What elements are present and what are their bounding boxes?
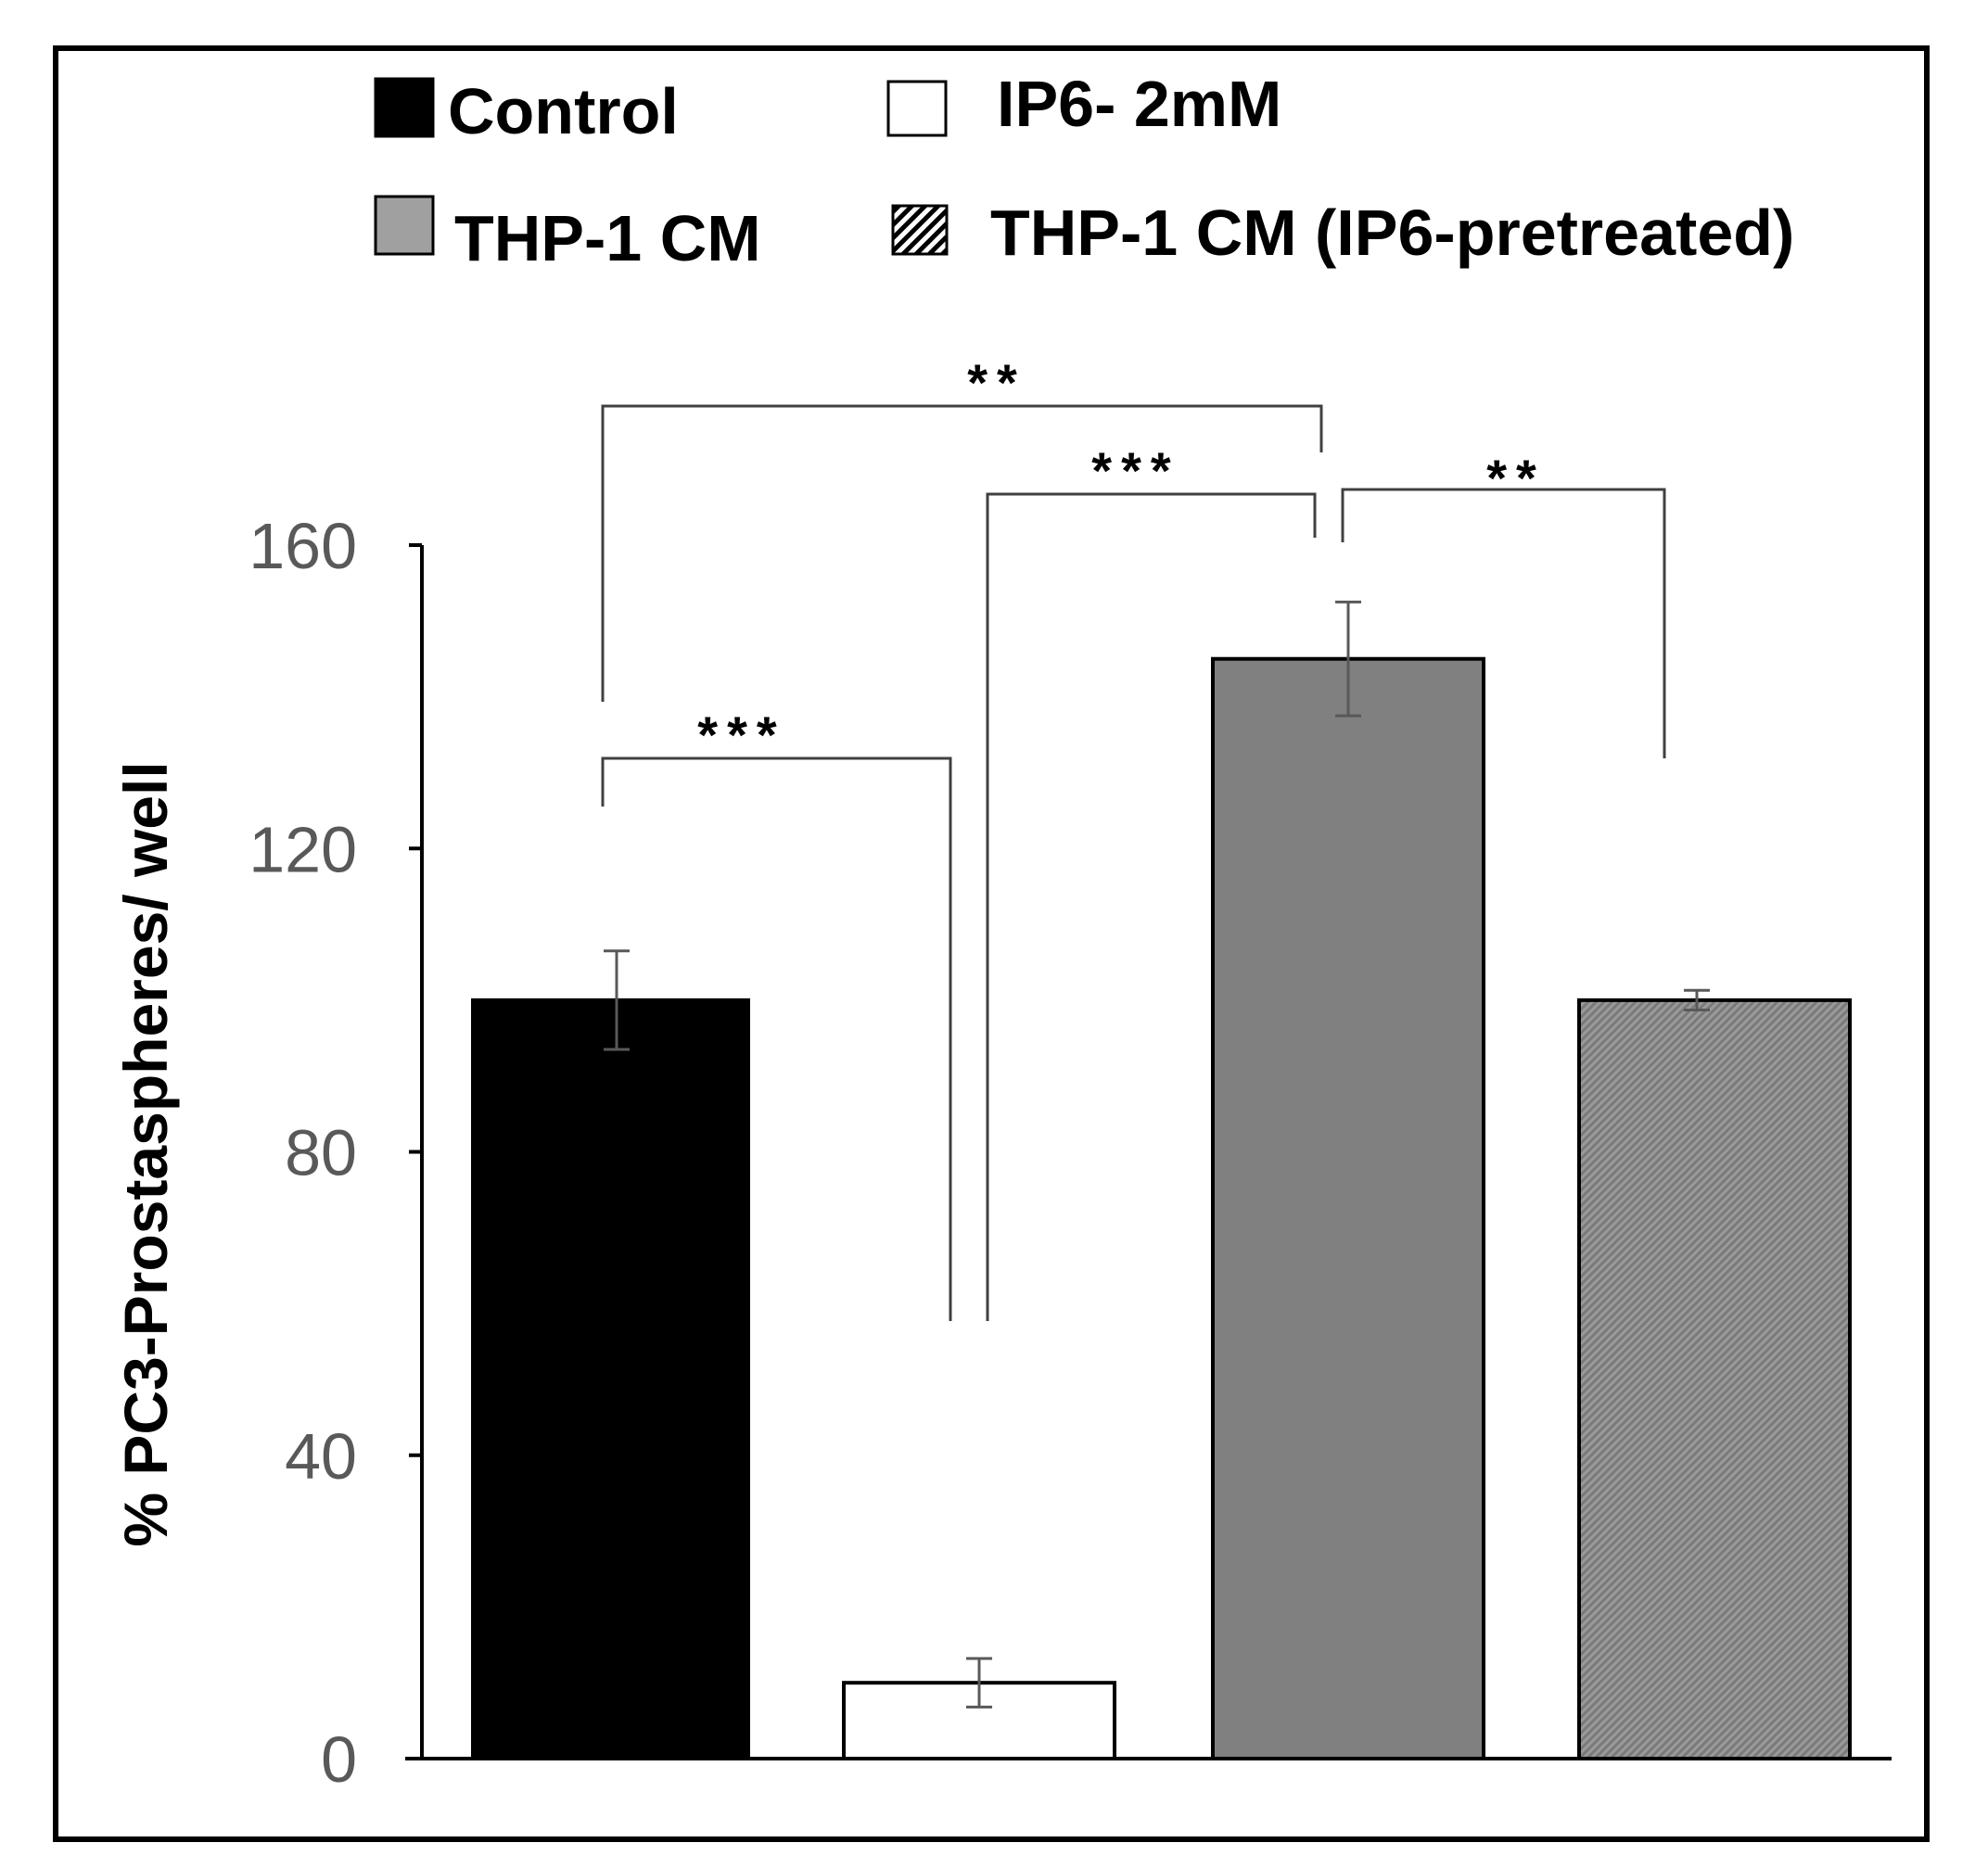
bar-1	[471, 998, 750, 1760]
significance-label: **	[967, 353, 1026, 412]
y-tick-label-0: 0	[321, 1723, 357, 1796]
legend-swatch-ip6	[886, 80, 948, 137]
significance-brackets: ******** **	[601, 353, 1666, 1321]
significance-label: ***	[697, 705, 785, 764]
significance-bracket-2: **	[601, 353, 1323, 702]
significance-label: **	[1486, 449, 1546, 507]
legend-label-thp1-ip6: THP-1 CM (IP6-pretreated)	[990, 197, 1794, 269]
legend-label-ip6: IP6- 2mM	[997, 68, 1281, 140]
legend-swatch-thp1	[374, 195, 435, 256]
legend: Control IP6- 2mM THP-1 CM THP-1 CM (IP6-…	[374, 68, 1794, 274]
error-bar-1	[604, 949, 630, 1051]
significance-label: ***	[1091, 441, 1179, 500]
legend-swatch-control	[374, 77, 435, 138]
bracket-line	[601, 756, 952, 1321]
legend-label-control: Control	[448, 75, 679, 147]
significance-bracket-1: ***	[601, 705, 952, 1321]
y-axis-label: % PC3-Prostaspheres/ well	[111, 761, 180, 1546]
legend-swatch-thp1-ip6	[891, 204, 949, 256]
bracket-line	[1341, 488, 1666, 758]
error-bar-3	[1335, 600, 1361, 718]
y-axis: 0 40 80 120 160	[248, 510, 1892, 1796]
bar-3	[1211, 656, 1485, 1760]
bar-4	[1577, 998, 1852, 1760]
error-bar-2	[966, 1657, 992, 1709]
y-tick-label-40: 40	[285, 1420, 357, 1493]
legend-label-thp1: THP-1 CM	[454, 202, 761, 274]
bracket-line	[601, 404, 1323, 702]
significance-bracket-3: ***	[986, 441, 1317, 1321]
y-tick-label-120: 120	[248, 813, 357, 885]
significance-bracket-4: **	[1341, 449, 1666, 758]
error-bars	[604, 600, 1710, 1709]
error-bar-4	[1684, 988, 1710, 1012]
y-tick-label-80: 80	[285, 1117, 357, 1189]
y-tick-label-160: 160	[248, 510, 357, 582]
chart-frame	[53, 45, 1930, 1842]
bars	[471, 656, 1852, 1760]
bracket-line	[986, 492, 1317, 1321]
